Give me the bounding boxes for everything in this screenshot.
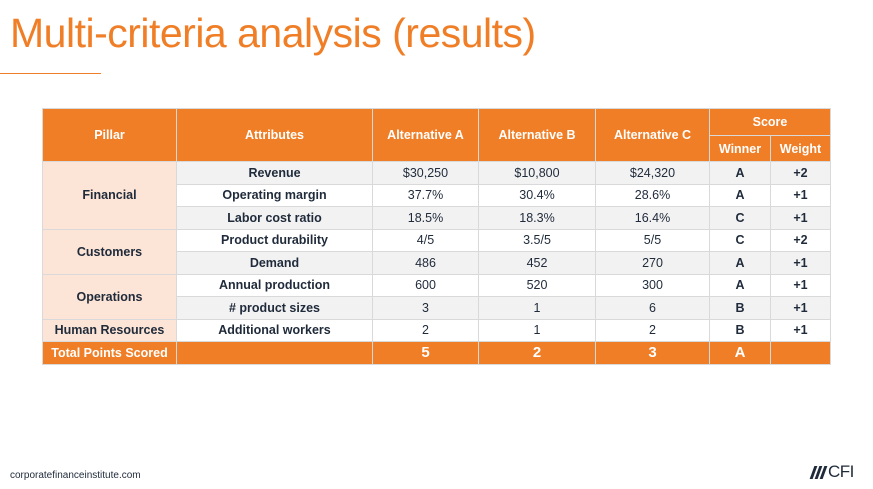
alt-c-cell: 2 xyxy=(595,318,710,342)
alt-b-cell: 3.5/5 xyxy=(478,228,596,252)
alt-c-cell: 28.6% xyxy=(595,183,710,207)
header-pillar: Pillar xyxy=(42,108,177,162)
alt-a-cell: 2 xyxy=(372,318,479,342)
alt-c-cell: 270 xyxy=(595,251,710,275)
winner-cell: C xyxy=(709,228,771,252)
alt-b-cell: 1 xyxy=(478,296,596,320)
alt-b-cell: 452 xyxy=(478,251,596,275)
total-row: Total Points Scored 5 2 3 A xyxy=(42,341,831,365)
alt-a-cell: $30,250 xyxy=(372,161,479,185)
attribute-cell: Additional workers xyxy=(176,318,373,342)
winner-cell: B xyxy=(709,318,771,342)
header-alternative-c: Alternative C xyxy=(595,108,710,162)
alt-c-cell: 300 xyxy=(595,273,710,297)
header-attributes: Attributes xyxy=(176,108,373,162)
winner-cell: A xyxy=(709,251,771,275)
total-label: Total Points Scored xyxy=(42,341,177,365)
winner-cell: A xyxy=(709,161,771,185)
cfi-logo-text: CFI xyxy=(828,462,854,481)
alt-b-cell: 18.3% xyxy=(478,206,596,230)
attribute-cell: # product sizes xyxy=(176,296,373,320)
header-alternative-b: Alternative B xyxy=(478,108,596,162)
total-attribute-blank xyxy=(176,341,373,365)
alt-a-cell: 600 xyxy=(372,273,479,297)
alt-a-cell: 4/5 xyxy=(372,228,479,252)
weight-cell: +1 xyxy=(770,251,831,275)
pillar-operations: Operations xyxy=(42,273,177,320)
attribute-cell: Revenue xyxy=(176,161,373,185)
weight-cell: +2 xyxy=(770,161,831,185)
alt-c-cell: 16.4% xyxy=(595,206,710,230)
alt-c-cell: 5/5 xyxy=(595,228,710,252)
header-winner: Winner xyxy=(709,135,771,162)
header-score: Score xyxy=(709,108,831,136)
attribute-cell: Product durability xyxy=(176,228,373,252)
weight-cell: +1 xyxy=(770,318,831,342)
weight-cell: +2 xyxy=(770,228,831,252)
alt-b-cell: 30.4% xyxy=(478,183,596,207)
title-underline xyxy=(0,73,101,74)
attribute-cell: Demand xyxy=(176,251,373,275)
total-winner: A xyxy=(709,341,771,365)
alt-b-cell: 520 xyxy=(478,273,596,297)
cfi-logo-icon xyxy=(809,465,828,479)
attribute-cell: Labor cost ratio xyxy=(176,206,373,230)
alt-b-cell: 1 xyxy=(478,318,596,342)
footer-url: corporatefinanceinstitute.com xyxy=(10,470,141,481)
total-alt-c: 3 xyxy=(595,341,710,365)
table-row: Operating margin 37.7% 30.4% 28.6% A +1 xyxy=(43,183,831,207)
weight-cell: +1 xyxy=(770,206,831,230)
alt-c-cell: 6 xyxy=(595,296,710,320)
header-alternative-a: Alternative A xyxy=(372,108,479,162)
table-row: Labor cost ratio 18.5% 18.3% 16.4% C +1 xyxy=(43,206,831,230)
pillar-financial: Financial xyxy=(42,161,177,230)
alt-b-cell: $10,800 xyxy=(478,161,596,185)
total-alt-a: 5 xyxy=(372,341,479,365)
table-row: Customers Product durability 4/5 3.5/5 5… xyxy=(42,228,831,275)
attribute-cell: Operating margin xyxy=(176,183,373,207)
results-table: Pillar Attributes Alternative A Alternat… xyxy=(42,108,831,365)
alt-c-cell: $24,320 xyxy=(595,161,710,185)
pillar-human-resources: Human Resources xyxy=(42,318,177,342)
cfi-logo: CFI xyxy=(809,462,854,482)
header-weight: Weight xyxy=(770,135,831,162)
alt-a-cell: 18.5% xyxy=(372,206,479,230)
attribute-cell: Annual production xyxy=(176,273,373,297)
weight-cell: +1 xyxy=(770,183,831,207)
winner-cell: B xyxy=(709,296,771,320)
table-row: Financial Revenue $30,250 $10,800 $24,32… xyxy=(42,161,831,230)
table-row: Operations Annual production 600 520 300… xyxy=(42,273,831,320)
weight-cell: +1 xyxy=(770,273,831,297)
winner-cell: A xyxy=(709,183,771,207)
winner-cell: C xyxy=(709,206,771,230)
slide-title: Multi-criteria analysis (results) xyxy=(10,10,536,56)
alt-a-cell: 37.7% xyxy=(372,183,479,207)
alt-a-cell: 486 xyxy=(372,251,479,275)
winner-cell: A xyxy=(709,273,771,297)
total-alt-b: 2 xyxy=(478,341,596,365)
weight-cell: +1 xyxy=(770,296,831,320)
table-row: # product sizes 3 1 6 B +1 xyxy=(43,296,831,320)
table-row: Human Resources Additional workers 2 1 2… xyxy=(42,318,831,342)
alt-a-cell: 3 xyxy=(372,296,479,320)
total-weight-blank xyxy=(770,341,831,365)
pillar-customers: Customers xyxy=(42,228,177,275)
